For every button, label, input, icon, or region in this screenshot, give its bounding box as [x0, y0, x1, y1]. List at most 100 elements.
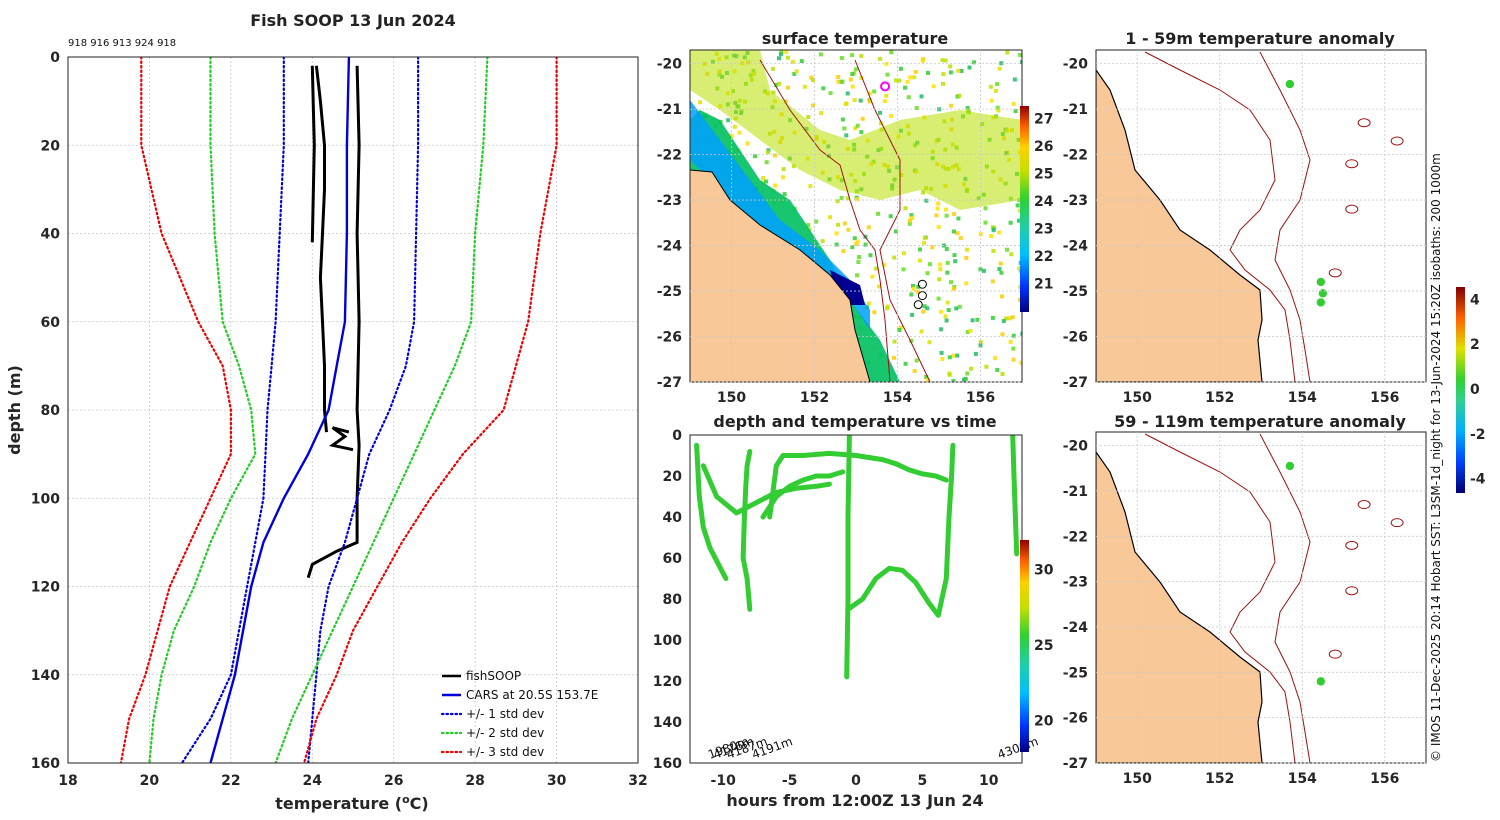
sst-pixel	[996, 108, 1001, 113]
sst-pixel	[907, 221, 912, 226]
sst-pixel	[855, 273, 860, 278]
sst-pixel	[969, 366, 973, 371]
sst-pixel	[919, 329, 924, 334]
sst-pixel	[1008, 316, 1012, 321]
sst-pixel	[914, 106, 919, 110]
sst-pixel	[910, 216, 915, 220]
y-tick-label: -21	[657, 102, 682, 118]
x-tick-label: 150	[1123, 771, 1152, 787]
sst-pixel	[989, 234, 994, 238]
sst-pixel	[965, 247, 969, 252]
sst-pixel	[773, 183, 778, 188]
sst-pixel	[852, 236, 857, 241]
sst-pixel	[963, 376, 968, 381]
sst-pixel	[978, 267, 983, 272]
sst-pixel	[897, 328, 902, 332]
anomaly-1-59-ticks: 150 152 154 156 -20 -21 -22 -23 -24 -25 -26 -27	[1063, 50, 1426, 406]
sst-pixel	[1010, 315, 1015, 320]
sst-yellow-region	[690, 50, 1022, 210]
sst-pixel	[1015, 203, 1020, 208]
anomaly-colorbar-ticks: -4 -2 0 2 4	[1470, 292, 1486, 487]
sst-pixel	[913, 69, 918, 74]
sst-pixel	[947, 355, 952, 360]
sst-pixel	[844, 101, 849, 106]
y-tick-label: 140	[653, 715, 682, 731]
sst-pixel	[777, 56, 781, 61]
sst-pixel	[909, 338, 914, 343]
sst-pixel	[906, 95, 911, 100]
y-tick-label: -24	[657, 239, 683, 255]
sst-pixel	[1017, 297, 1022, 302]
sst-pixel	[882, 263, 887, 268]
sst-pixel	[975, 317, 980, 322]
sst-pixel	[821, 86, 826, 91]
sst-pixel	[945, 260, 950, 265]
isobath-ring	[1345, 540, 1359, 550]
y-tick-label: -24	[1063, 239, 1089, 255]
sst-pixel	[943, 207, 948, 212]
y-tick-label: -27	[1063, 375, 1088, 391]
sst-pixel	[918, 247, 922, 252]
sst-pixel	[818, 52, 823, 57]
sst-pixel	[820, 239, 825, 244]
sst-pixel	[842, 221, 847, 226]
sst-pixel	[855, 239, 860, 244]
sst-pixel	[998, 261, 1003, 266]
x-tick-label: 24	[303, 773, 323, 789]
sst-pixel	[802, 84, 807, 89]
sst-pixel	[868, 253, 873, 258]
sst-pixel	[922, 304, 927, 309]
sst-marker-magenta	[880, 81, 891, 92]
y-tick-label: -26	[657, 330, 682, 346]
y-tick-label: -25	[657, 284, 682, 300]
sst-pixel	[995, 105, 1000, 110]
sst-pixel	[778, 52, 783, 57]
x-tick-label: 150	[1123, 390, 1152, 406]
sst-pixel	[941, 81, 945, 86]
sst-pixel	[931, 84, 936, 89]
sst-pixel	[1011, 333, 1016, 338]
sst-pixel	[983, 220, 988, 225]
sst-colorbar	[1020, 106, 1029, 312]
sst-pixel	[764, 179, 769, 184]
y-tick-label: 140	[31, 668, 60, 684]
sst-map: surface temperature 150 152 154 156 -20 -21 -2…	[657, 29, 1054, 406]
sst-pixel	[761, 176, 766, 180]
sst-pixel	[808, 184, 813, 189]
isobath-ring	[1328, 649, 1342, 659]
sst-pixel	[850, 245, 855, 250]
y-tick-label: -22	[1063, 148, 1088, 164]
anomaly-59-119-ticks: 150 152 154 156 -20 -21 -22 -23 -24 -25 -26 -27	[1063, 432, 1426, 787]
depth-time-track	[767, 450, 899, 520]
sst-pixel	[943, 314, 948, 319]
sst-pixel	[877, 284, 882, 289]
anomaly-1-59-field	[1096, 50, 1426, 382]
y-tick-label: 80	[41, 403, 61, 419]
sst-map-ticks: 150 152 154 156 -20 -21 -22 -23 -24 -25 -26 -27	[657, 50, 1022, 406]
series-line-fishsoop	[306, 65, 361, 579]
sst-pixel	[956, 216, 961, 221]
sst-pixel	[990, 279, 995, 284]
sst-pixel	[892, 339, 897, 344]
profile-axes-frame	[67, 56, 639, 764]
sst-pixel	[926, 70, 930, 75]
anomaly-point	[1316, 677, 1326, 686]
profile-x-axis-label: temperature (oC)	[275, 793, 428, 813]
profile-counts-label: 918 916 913 924 918	[68, 38, 176, 49]
isobath-ring	[1357, 118, 1371, 128]
sst-map-field	[690, 50, 1022, 382]
anomaly-point	[1285, 461, 1295, 471]
sst-pixel	[922, 240, 927, 245]
sst-pixel	[858, 98, 863, 103]
sst-pixel	[965, 106, 970, 110]
sst-pixel	[1008, 220, 1013, 225]
sst-pixel	[903, 206, 908, 211]
y-tick-label: -21	[1063, 484, 1088, 500]
x-tick-label: 5	[918, 773, 928, 789]
sst-pixel	[999, 61, 1004, 66]
x-tick-label: 156	[1370, 390, 1399, 406]
isobath-ring	[1390, 136, 1404, 146]
sst-pixel	[766, 150, 770, 155]
